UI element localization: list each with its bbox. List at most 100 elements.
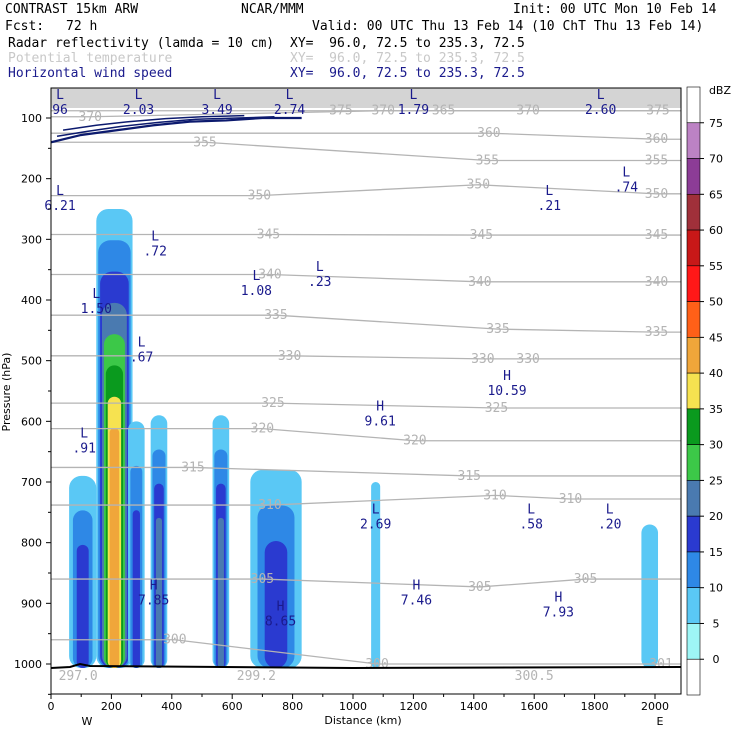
wind-contour	[51, 116, 302, 144]
theta-label: 340	[468, 275, 491, 290]
field-reflectivity-xy: XY= 96.0, 72.5 to 235.3, 72.5	[290, 36, 525, 51]
wind-extremum-type: H	[376, 399, 384, 414]
field-reflectivity-name: Radar reflectivity (lamda = 10 cm)	[8, 36, 275, 51]
theta-contour-340	[51, 273, 681, 283]
x-tick-label: 1000	[339, 700, 367, 713]
x-tick-label: 1800	[581, 700, 609, 713]
terrain-line	[50, 662, 682, 670]
theta-contour-350	[51, 184, 681, 197]
x-tick-label: 400	[161, 700, 182, 713]
theta-label: 345	[645, 228, 668, 243]
wind-extremum-value: .21	[538, 199, 561, 214]
wind-extremum-type: L	[527, 502, 535, 517]
theta-label: 305	[468, 580, 491, 595]
colorbar-swatch	[686, 515, 701, 553]
x-tick-label: 1200	[399, 700, 427, 713]
colorbar-swatch	[686, 408, 701, 445]
x-tick-label: 2000	[641, 700, 669, 713]
field-wind-name: Horizontal wind speed	[8, 66, 173, 81]
wind-extremum-type: L	[606, 502, 614, 517]
colorbar-label: 55	[709, 260, 723, 273]
theta-label: 330	[516, 352, 539, 367]
colorbar-label: 30	[709, 439, 723, 452]
theta-contour-325	[51, 402, 681, 409]
colorbar-label: 25	[709, 474, 723, 487]
theta-contour-335	[51, 314, 681, 333]
theta-label: 360	[645, 132, 668, 147]
wind-extremum-type: L	[597, 88, 605, 103]
colorbar-label: 70	[709, 153, 723, 166]
colorbar-label: 0	[713, 653, 720, 666]
theta-label: 325	[485, 401, 508, 416]
theta-label: 299.2	[237, 669, 276, 684]
wind-extremum-type: H	[277, 600, 285, 615]
reflectivity-cell-0-level-3	[76, 544, 89, 668]
colorbar-label: 5	[713, 617, 720, 630]
x-end-label-west: W	[82, 715, 93, 728]
colorbar-label: 45	[709, 331, 723, 344]
colorbar-swatch	[686, 623, 701, 660]
x-tick-label: 1400	[460, 700, 488, 713]
theta-label: 330	[278, 349, 301, 364]
wind-extremum-value: 6.21	[44, 199, 75, 214]
reflectivity-cell-1-level-8	[109, 427, 120, 668]
axes: 100 200 300 400 500 600 700 800 900 1000 0 200 400 60…	[14, 87, 682, 713]
theta-contour-layer	[51, 88, 681, 665]
wind-extremum-value: 2.60	[585, 103, 616, 118]
field-theta-xy: XY= 96.0, 72.5 to 235.3, 72.5	[290, 51, 525, 66]
colorbar-label: 75	[709, 117, 723, 130]
theta-label: 310	[258, 498, 281, 513]
colorbar-swatch	[686, 587, 701, 624]
theta-label: 335	[264, 308, 287, 323]
colorbar-label: 35	[709, 403, 723, 416]
theta-label: 335	[486, 322, 509, 337]
theta-label: 370	[516, 104, 539, 119]
theta-label: 345	[470, 228, 493, 243]
theta-label: 365	[432, 104, 455, 119]
wind-extremum-value: 2.03	[123, 103, 154, 118]
theta-contour-360	[51, 132, 681, 140]
wind-extremum-type: H	[413, 578, 421, 593]
reflectivity-cell-2-level-3	[132, 510, 140, 668]
init-time: Init: 00 UTC Mon 10 Feb 14	[513, 2, 717, 17]
theta-label: 340	[258, 268, 281, 283]
colorbar-label: 50	[709, 296, 723, 309]
x-tick-label: 0	[48, 700, 55, 713]
y-tick-label: 100	[21, 112, 42, 125]
colorbar-swatch	[686, 122, 701, 159]
theta-label: 360	[477, 126, 500, 141]
wind-contour	[56, 116, 275, 137]
y-tick-label: 700	[21, 476, 42, 489]
y-tick-label: 500	[21, 355, 42, 368]
colorbar-unit: dBZ	[709, 84, 732, 97]
colorbar-label: 40	[709, 367, 723, 380]
theta-label: 330	[471, 352, 494, 367]
theta-label: 310	[559, 492, 582, 507]
x-axis-label: Distance (km)	[324, 714, 401, 727]
theta-label: 350	[467, 178, 490, 193]
theta-label: 350	[248, 189, 271, 204]
wind-extremum-type: L	[252, 269, 260, 284]
wind-extremum-value: 3.49	[201, 103, 232, 118]
x-tick-label: 800	[282, 700, 303, 713]
wind-extremum-value: 10.59	[487, 384, 526, 399]
colorbar-label: 60	[709, 224, 723, 237]
reflectivity-cell-7-level-1	[641, 524, 659, 668]
wind-extremum-value: 1.50	[81, 302, 112, 317]
wind-extremum-type: L	[622, 166, 630, 181]
colorbar-label: 15	[709, 546, 723, 559]
wind-extremum-value: .72	[143, 244, 166, 259]
theta-contour-300	[51, 639, 681, 665]
theta-contour-355	[51, 141, 681, 162]
theta-label: 300.5	[515, 669, 554, 684]
colorbar-swatch	[686, 158, 701, 195]
wind-extremum-type: L	[80, 427, 88, 442]
field-theta-name: Potential temperature	[8, 51, 173, 66]
theta-contour-330	[51, 355, 681, 360]
wind-extremum-type: L	[151, 229, 159, 244]
theta-label: 375	[646, 104, 669, 119]
wind-extremum-type: L	[316, 260, 324, 275]
wind-contour-layer	[51, 114, 302, 144]
wind-extremum-value: 1.08	[241, 284, 272, 299]
theta-label: 315	[181, 460, 204, 475]
